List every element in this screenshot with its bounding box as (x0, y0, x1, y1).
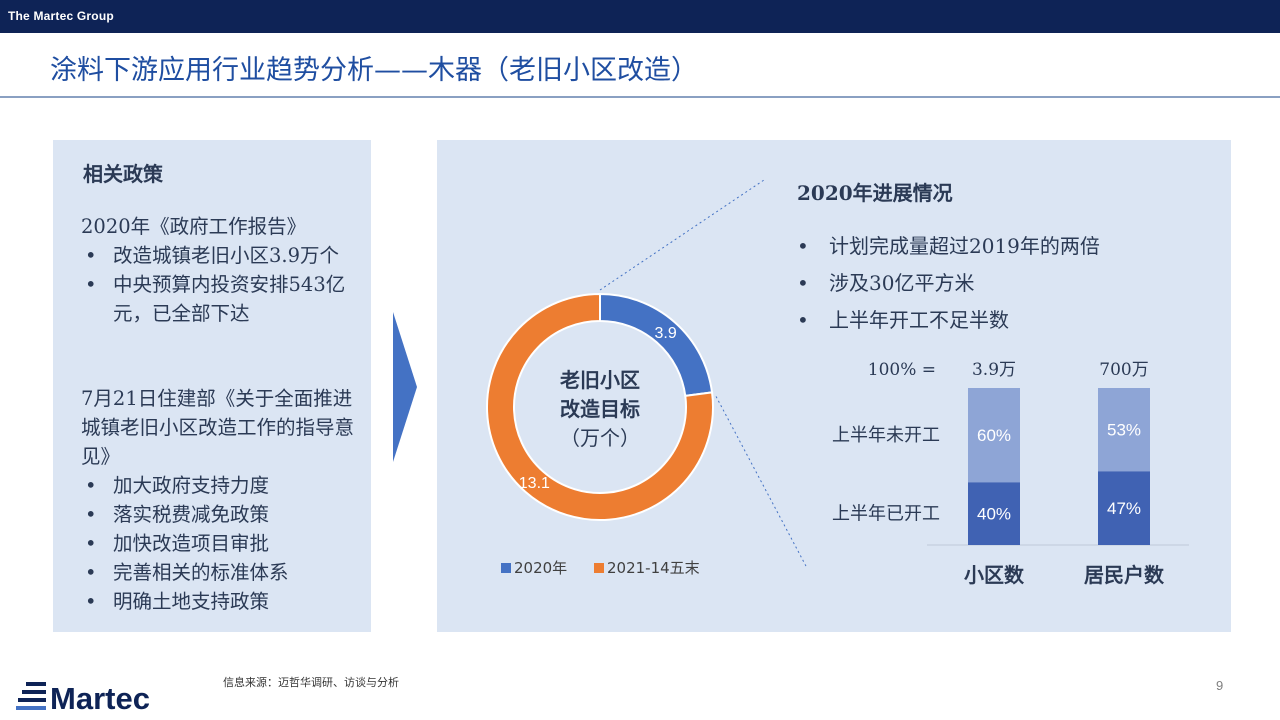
bar-segment-not-started (1098, 388, 1150, 472)
zoom-line-bottom (715, 396, 808, 569)
bar-segment-not-started (968, 388, 1020, 483)
bar-segment-started (1098, 471, 1150, 545)
progress-list: 计划完成量超过2019年的两倍 涉及30亿平方米 上半年开工不足半数 (795, 228, 1100, 339)
bar-data-label: 53% (1107, 421, 1141, 440)
martec-logo: Martec (16, 681, 150, 716)
bar-data-label: 60% (977, 426, 1011, 445)
list-item: 计划完成量超过2019年的两倍 (795, 228, 1100, 265)
list-item: 明确土地支持政策 (81, 587, 366, 616)
policy-block-report: 2020年《政府工作报告》 改造城镇老旧小区3.9万个 中央预算内投资安排543… (81, 212, 366, 328)
series-row-label: 上半年未开工 (832, 425, 940, 446)
donut-center-label: 老旧小区 (560, 368, 640, 392)
series-row-label: 上半年已开工 (832, 504, 940, 525)
legend-label: 2021-14五末 (607, 559, 700, 577)
donut-slice-2 (486, 292, 714, 521)
policy-block-title: 2020年《政府工作报告》 (81, 215, 307, 238)
legend-swatch (594, 563, 604, 573)
list-item: 涉及30亿平方米 (795, 265, 1100, 302)
policy-heading: 相关政策 (83, 162, 163, 186)
list-item: 落实税费减免政策 (81, 500, 366, 529)
brand-name: The Martec Group (8, 9, 114, 23)
bar-total-label: 3.9万 (972, 360, 1016, 380)
policy-list: 改造城镇老旧小区3.9万个 中央预算内投资安排543亿元，已全部下达 (81, 241, 366, 328)
svg-text:Martec: Martec (50, 681, 150, 716)
donut-center-label: 改造目标 (560, 397, 640, 421)
list-item: 中央预算内投资安排543亿元，已全部下达 (81, 270, 366, 328)
title-divider (0, 96, 1280, 98)
policy-list: 加大政府支持力度 落实税费减免政策 加快改造项目审批 完善相关的标准体系 明确土… (81, 471, 366, 616)
progress-title: 2020年进展情况 (797, 181, 953, 205)
total-prefix-label: 100% = (868, 360, 936, 380)
policy-panel: 相关政策 2020年《政府工作报告》 改造城镇老旧小区3.9万个 中央预算内投资… (53, 140, 371, 632)
donut-center-label: （万个） (560, 426, 640, 450)
bar-segment-started (968, 482, 1020, 545)
legend-label: 2020年 (514, 559, 567, 577)
page-title: 涂料下游应用行业趋势分析——木器（老旧小区改造） (50, 55, 698, 86)
policy-block-title: 7月21日住建部《关于全面推进城镇老旧小区改造工作的指导意见》 (81, 387, 355, 468)
top-bar: The Martec Group (0, 0, 1280, 33)
bar-category-label: 居民户数 (1084, 563, 1165, 587)
bar-data-label: 40% (977, 505, 1011, 524)
zoom-line-top (599, 179, 765, 291)
chart-panel: 3.9 13.1 老旧小区改造目标 （万个） 2020年 2021-14五末 100% = 4… (437, 140, 1231, 632)
source-note: 信息来源：迈哲华调研、访谈与分析 (223, 676, 399, 689)
bar-data-label: 47% (1107, 499, 1141, 518)
list-item: 上半年开工不足半数 (795, 302, 1100, 339)
donut-data-label: 13.1 (519, 475, 550, 492)
list-item: 完善相关的标准体系 (81, 558, 366, 587)
policy-block-guideline: 7月21日住建部《关于全面推进城镇老旧小区改造工作的指导意见》 加大政府支持力度… (81, 384, 366, 616)
list-item: 加大政府支持力度 (81, 471, 366, 500)
list-item: 改造城镇老旧小区3.9万个 (81, 241, 366, 270)
list-item: 加快改造项目审批 (81, 529, 366, 558)
bar-total-label: 700万 (1099, 360, 1148, 380)
bar-category-label: 小区数 (964, 563, 1025, 587)
legend-swatch (501, 563, 511, 573)
page-number: 9 (1216, 678, 1224, 693)
chevron-right-icon (393, 312, 417, 462)
donut-data-label: 3.9 (655, 325, 677, 342)
